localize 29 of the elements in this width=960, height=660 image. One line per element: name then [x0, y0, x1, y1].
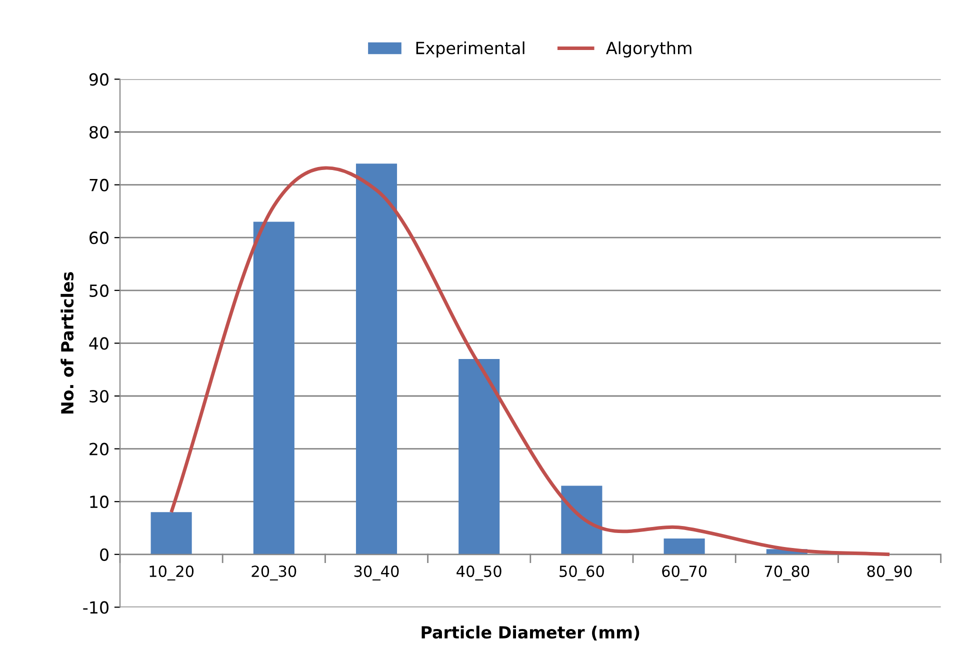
bar	[561, 486, 602, 554]
y-tick-label: 20	[90, 442, 108, 456]
legend-label: Experimental	[416, 41, 524, 58]
y-tick-label: 0	[100, 548, 108, 561]
x-tick-label: 80_90	[867, 566, 912, 580]
y-tick-label: 30	[90, 390, 108, 403]
x-tick-label: 70_80	[764, 566, 810, 580]
y-tick-label: 40	[89, 337, 108, 350]
legend-label: Algorythm	[606, 41, 692, 58]
y-tick-label: 80	[90, 126, 108, 139]
x-tick-label: 20_30	[252, 566, 296, 580]
y-tick-label: 90	[89, 73, 108, 86]
bar	[664, 538, 705, 554]
bar	[356, 164, 398, 554]
bar	[253, 222, 294, 554]
x-tick-label: 50_60	[560, 566, 604, 580]
y-tick-label: -10	[83, 601, 108, 614]
x-tick-label: 30_40	[354, 566, 399, 580]
y-tick-label: 10	[90, 496, 108, 508]
x-axis-title: Particle Diameter (mm)	[422, 626, 640, 641]
x-tick-label: 10_20	[150, 566, 194, 580]
bar	[150, 512, 192, 554]
y-tick-label: 70	[90, 178, 108, 192]
x-tick-label: 60_70	[662, 566, 707, 580]
y-tick-label: 60	[90, 232, 108, 244]
x-tick-label: 40_50	[456, 566, 502, 580]
y-tick-label: 50	[90, 284, 108, 297]
y-axis-title: No. of Particles	[60, 272, 74, 414]
bar	[458, 359, 500, 554]
